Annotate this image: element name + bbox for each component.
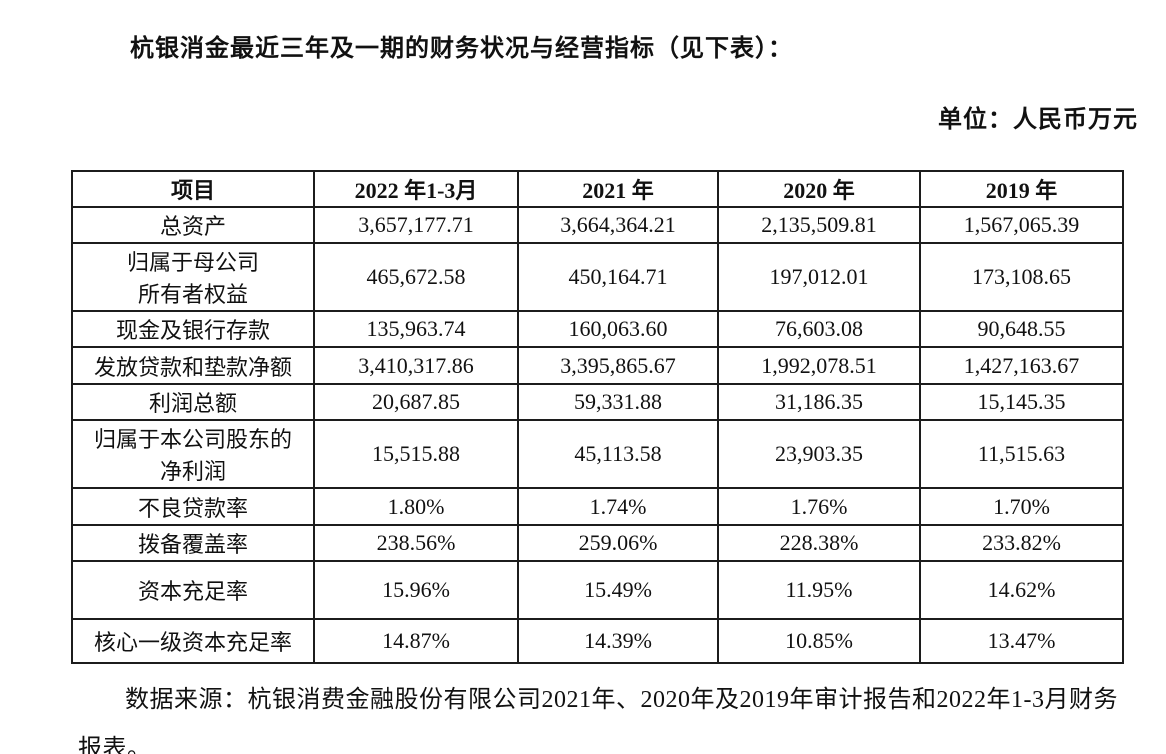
document-title: 杭银消金最近三年及一期的财务状况与经营指标（见下表）： <box>130 36 793 62</box>
value-cell: 3,657,177.71 <box>313 206 519 244</box>
row-label: 拨备覆盖率 <box>71 524 315 562</box>
table-row: 利润总额 20,687.85 59,331.88 31,186.35 15,145.35 <box>71 383 1124 421</box>
row-label: 利润总额 <box>71 383 315 421</box>
table-row: 发放贷款和垫款净额 3,410,317.86 3,395,865.67 1,992,0… <box>71 346 1124 385</box>
value-cell: 1.74% <box>517 487 719 526</box>
column-header: 2020 年 <box>717 170 921 208</box>
value-cell: 14.62% <box>919 560 1124 620</box>
unit-label: 单位：人民币万元 <box>938 107 1138 133</box>
value-cell: 3,395,865.67 <box>517 346 719 385</box>
value-cell: 90,648.55 <box>919 310 1124 348</box>
value-cell: 15,145.35 <box>919 383 1124 421</box>
row-label: 发放贷款和垫款净额 <box>71 346 315 385</box>
row-label: 归属于母公司 所有者权益 <box>71 242 315 312</box>
column-header: 2022 年1-3月 <box>313 170 519 208</box>
value-cell: 15,515.88 <box>313 419 519 489</box>
value-cell: 11,515.63 <box>919 419 1124 489</box>
value-cell: 173,108.65 <box>919 242 1124 312</box>
value-cell: 59,331.88 <box>517 383 719 421</box>
value-cell: 259.06% <box>517 524 719 562</box>
row-label: 现金及银行存款 <box>71 310 315 348</box>
row-label: 核心一级资本充足率 <box>71 618 315 664</box>
value-cell: 20,687.85 <box>313 383 519 421</box>
table-row: 归属于本公司股东的 净利润 15,515.88 45,113.58 23,903.35… <box>71 419 1124 489</box>
value-cell: 2,135,509.81 <box>717 206 921 244</box>
value-cell: 3,410,317.86 <box>313 346 519 385</box>
value-cell: 15.49% <box>517 560 719 620</box>
table-row: 核心一级资本充足率 14.87% 14.39% 10.85% 13.47% <box>71 618 1124 664</box>
row-label: 总资产 <box>71 206 315 244</box>
value-cell: 14.87% <box>313 618 519 664</box>
table-row: 现金及银行存款 135,963.74 160,063.60 76,603.08 90,6… <box>71 310 1124 348</box>
value-cell: 1.70% <box>919 487 1124 526</box>
table-row: 拨备覆盖率 238.56% 259.06% 228.38% 233.82% <box>71 524 1124 562</box>
value-cell: 3,664,364.21 <box>517 206 719 244</box>
value-cell: 233.82% <box>919 524 1124 562</box>
row-label: 不良贷款率 <box>71 487 315 526</box>
value-cell: 1,567,065.39 <box>919 206 1124 244</box>
value-cell: 76,603.08 <box>717 310 921 348</box>
value-cell: 160,063.60 <box>517 310 719 348</box>
value-cell: 228.38% <box>717 524 921 562</box>
value-cell: 1,992,078.51 <box>717 346 921 385</box>
value-cell: 450,164.71 <box>517 242 719 312</box>
value-cell: 11.95% <box>717 560 921 620</box>
value-cell: 10.85% <box>717 618 921 664</box>
value-cell: 135,963.74 <box>313 310 519 348</box>
table-body: 总资产 3,657,177.71 3,664,364.21 2,135,509.81 1… <box>71 206 1124 664</box>
value-cell: 31,186.35 <box>717 383 921 421</box>
data-source-note: 数据来源：杭银消费金融股份有限公司2021年、2020年及2019年审计报告和2… <box>78 687 1118 754</box>
value-cell: 238.56% <box>313 524 519 562</box>
column-header: 项目 <box>71 170 315 208</box>
value-cell: 45,113.58 <box>517 419 719 489</box>
value-cell: 1.76% <box>717 487 921 526</box>
row-label: 资本充足率 <box>71 560 315 620</box>
header-row: 项目 2022 年1-3月 2021 年 2020 年 2019 年 <box>71 170 1124 208</box>
value-cell: 465,672.58 <box>313 242 519 312</box>
table-head: 项目 2022 年1-3月 2021 年 2020 年 2019 年 <box>71 170 1124 208</box>
table-row: 不良贷款率 1.80% 1.74% 1.76% 1.70% <box>71 487 1124 526</box>
value-cell: 1,427,163.67 <box>919 346 1124 385</box>
value-cell: 14.39% <box>517 618 719 664</box>
column-header: 2019 年 <box>919 170 1124 208</box>
column-header: 2021 年 <box>517 170 719 208</box>
row-label: 归属于本公司股东的 净利润 <box>71 419 315 489</box>
value-cell: 1.80% <box>313 487 519 526</box>
value-cell: 197,012.01 <box>717 242 921 312</box>
value-cell: 13.47% <box>919 618 1124 664</box>
table-row: 总资产 3,657,177.71 3,664,364.21 2,135,509.81 1… <box>71 206 1124 244</box>
value-cell: 23,903.35 <box>717 419 921 489</box>
value-cell: 15.96% <box>313 560 519 620</box>
financial-indicators-table: 项目 2022 年1-3月 2021 年 2020 年 2019 年 总资产 3,657,… <box>71 170 1124 664</box>
table-row: 资本充足率 15.96% 15.49% 11.95% 14.62% <box>71 560 1124 620</box>
table-row: 归属于母公司 所有者权益 465,672.58 450,164.71 197,012.… <box>71 242 1124 312</box>
